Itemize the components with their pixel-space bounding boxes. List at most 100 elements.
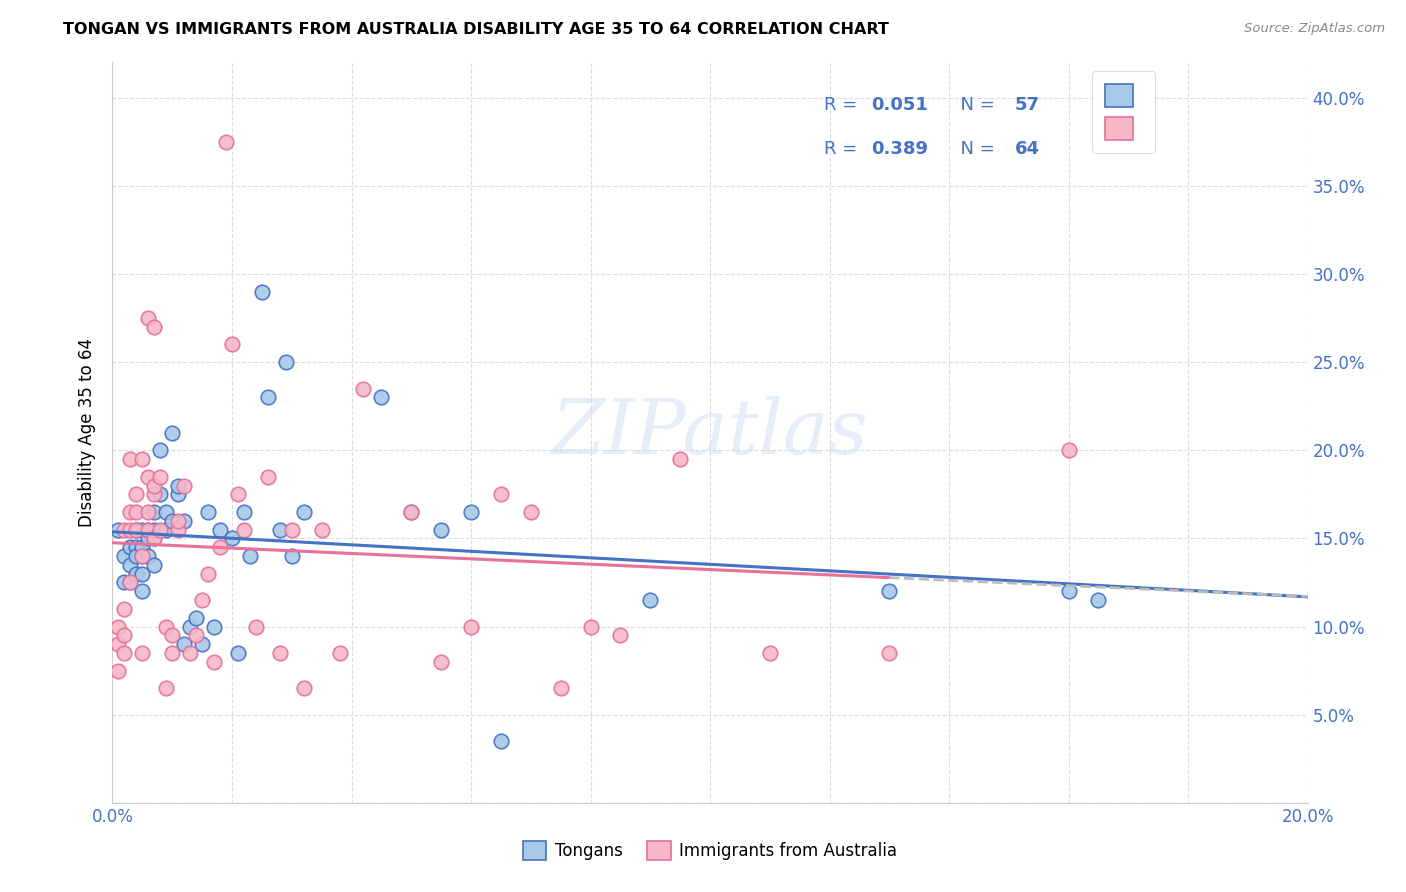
Text: R =: R = — [824, 140, 862, 158]
Point — [353, 382, 375, 396]
Point — [233, 523, 256, 537]
Point — [202, 655, 225, 669]
Point — [155, 523, 177, 537]
Point — [167, 487, 190, 501]
Y-axis label: Disability Age 35 to 64: Disability Age 35 to 64 — [77, 338, 96, 527]
Point — [1057, 584, 1080, 599]
Text: 0.389: 0.389 — [872, 140, 928, 158]
Point — [430, 655, 453, 669]
Point — [149, 487, 172, 501]
Point — [155, 681, 177, 696]
Point — [143, 487, 166, 501]
Point — [125, 487, 148, 501]
Point — [114, 602, 135, 616]
Point — [107, 637, 129, 651]
Point — [209, 523, 232, 537]
Point — [233, 505, 256, 519]
Point — [257, 390, 280, 404]
Point — [401, 505, 423, 519]
Point — [143, 319, 166, 334]
Text: 57: 57 — [1015, 95, 1040, 114]
Point — [759, 646, 782, 660]
Point — [430, 523, 453, 537]
Point — [370, 390, 392, 404]
Point — [138, 523, 160, 537]
Point — [138, 532, 160, 546]
Point — [131, 584, 153, 599]
Point — [226, 487, 249, 501]
Point — [149, 523, 172, 537]
Point — [209, 540, 232, 554]
Point — [131, 566, 153, 581]
Point — [120, 575, 142, 590]
Text: 64: 64 — [1015, 140, 1040, 158]
Point — [197, 566, 219, 581]
Point — [879, 584, 901, 599]
Point — [879, 646, 901, 660]
Point — [173, 478, 195, 492]
Point — [114, 575, 135, 590]
Point — [197, 505, 219, 519]
Point — [131, 646, 153, 660]
Point — [221, 532, 243, 546]
Point — [460, 619, 482, 633]
Point — [520, 505, 543, 519]
Point — [669, 452, 692, 467]
Point — [131, 549, 153, 563]
Point — [143, 478, 166, 492]
Point — [143, 505, 166, 519]
Point — [274, 355, 297, 369]
Point — [125, 566, 148, 581]
Text: 0.051: 0.051 — [872, 95, 928, 114]
Point — [550, 681, 572, 696]
Point — [138, 523, 160, 537]
Point — [120, 558, 142, 572]
Point — [138, 505, 160, 519]
Point — [257, 469, 280, 483]
Point — [609, 628, 631, 642]
Point — [162, 628, 183, 642]
Text: N =: N = — [949, 95, 1001, 114]
Text: ZIPatlas: ZIPatlas — [551, 396, 869, 469]
Point — [311, 523, 333, 537]
Point — [155, 505, 177, 519]
Point — [120, 540, 142, 554]
Point — [107, 619, 129, 633]
Point — [640, 593, 662, 607]
Point — [143, 523, 166, 537]
Point — [202, 619, 225, 633]
Point — [329, 646, 352, 660]
Point — [143, 532, 166, 546]
Point — [489, 487, 512, 501]
Point — [167, 514, 190, 528]
Point — [292, 505, 315, 519]
Point — [186, 610, 208, 624]
Point — [167, 523, 190, 537]
Point — [114, 549, 135, 563]
Point — [179, 619, 201, 633]
Point — [1057, 443, 1080, 458]
Point — [155, 619, 177, 633]
Point — [143, 532, 166, 546]
Point — [221, 337, 243, 351]
Point — [162, 425, 183, 440]
Point — [167, 478, 190, 492]
Point — [186, 628, 208, 642]
Text: N =: N = — [949, 140, 1001, 158]
Point — [162, 514, 183, 528]
Point — [114, 628, 135, 642]
Point — [120, 505, 142, 519]
Point — [131, 540, 153, 554]
Point — [131, 452, 153, 467]
Point — [191, 593, 214, 607]
Text: Source: ZipAtlas.com: Source: ZipAtlas.com — [1244, 22, 1385, 36]
Point — [281, 549, 304, 563]
Point — [173, 637, 195, 651]
Point — [107, 523, 129, 537]
Legend: Tongans, Immigrants from Australia: Tongans, Immigrants from Australia — [515, 832, 905, 869]
Text: TONGAN VS IMMIGRANTS FROM AUSTRALIA DISABILITY AGE 35 TO 64 CORRELATION CHART: TONGAN VS IMMIGRANTS FROM AUSTRALIA DISA… — [63, 22, 889, 37]
Point — [149, 469, 172, 483]
Point — [215, 135, 238, 149]
Point — [269, 523, 291, 537]
Point — [125, 523, 148, 537]
